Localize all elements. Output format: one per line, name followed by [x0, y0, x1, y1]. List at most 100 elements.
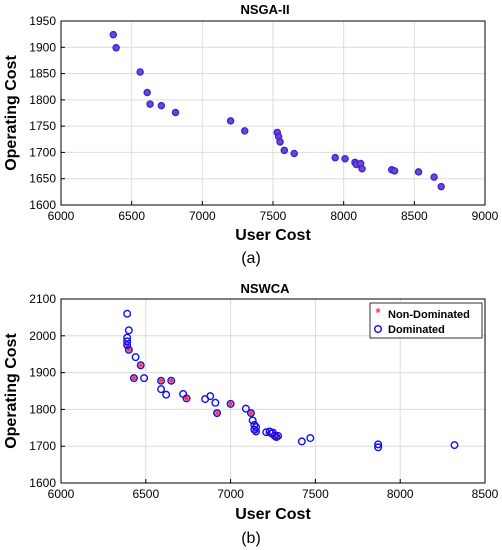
data-point-dominated [450, 441, 459, 450]
chart-b-legend: * Non-Dominated Dominated [369, 302, 483, 339]
data-point [276, 138, 284, 146]
data-point [341, 154, 349, 163]
data-point [143, 88, 151, 97]
x-tick-label: 9000 [472, 209, 499, 223]
chart-a-grid [60, 20, 486, 206]
data-point-dominated [129, 374, 138, 383]
data-point [157, 101, 166, 110]
data-point-dominated [182, 394, 191, 403]
legend-label-dominated: Dominated [388, 324, 445, 336]
legend-box [369, 302, 483, 339]
data-point-dominated [297, 437, 306, 446]
x-tick-label: 7000 [217, 487, 244, 501]
y-tick-label: 1700 [29, 439, 56, 453]
chart-a-title: NSGA-II [240, 2, 289, 17]
x-tick-label: 7500 [260, 209, 287, 223]
chart-a-x-label: User Cost [235, 227, 311, 244]
data-point [112, 44, 120, 52]
data-point-dominated [374, 440, 383, 449]
y-tick-label: 1900 [29, 366, 56, 380]
y-tick-label: 1800 [29, 402, 56, 416]
data-point-non-dominated [214, 410, 220, 416]
x-tick-label: 6000 [48, 487, 75, 501]
x-tick-label: 8000 [387, 487, 414, 501]
data-point-dominated [124, 326, 133, 335]
y-tick-label: 1950 [29, 14, 56, 28]
x-tick-label: 7500 [302, 487, 329, 501]
x-tick-label: 6500 [132, 487, 159, 501]
chart-b-x-label: User Cost [235, 506, 311, 523]
chart-b-y-label: Operating Cost [3, 333, 20, 449]
chart-a-y-label: Operating Cost [3, 55, 20, 171]
data-point-non-dominated [158, 378, 164, 384]
legend-circle-marker [374, 325, 383, 334]
y-tick-label: 2000 [29, 329, 56, 343]
data-point [109, 30, 118, 39]
data-point-dominated [131, 353, 140, 362]
chart-b-plot-frame [60, 298, 486, 484]
data-point-dominated [167, 376, 176, 385]
data-point-dominated [157, 385, 166, 394]
data-point-dominated [136, 361, 145, 370]
data-point [437, 182, 445, 191]
data-point-non-dominated [228, 401, 234, 407]
data-point [414, 168, 423, 176]
chart-nswca: NSWCA 6000 6500 7000 7500 8000 8500 160017001… [3, 281, 499, 547]
chart-nsga-ii: NSGA-II 6000 6500 7000 7500 8000 8500 9000 160… [3, 2, 499, 267]
x-tick-label: 8500 [401, 209, 428, 223]
data-point-dominated [140, 374, 149, 383]
chart-b-x-ticks: 6000 6500 7000 7500 8000 8500 [48, 479, 499, 501]
data-point [430, 173, 438, 181]
legend-asterisk-marker: * [375, 305, 381, 320]
y-tick-label: 1700 [29, 145, 56, 159]
chart-b-y-ticks: 1600 1700 1800 1900 2000 2100 [29, 292, 65, 490]
data-point [358, 164, 366, 173]
data-point-dominated [306, 434, 315, 443]
data-point-dominated [123, 341, 132, 350]
data-point-dominated [157, 376, 166, 385]
data-point-dominated [211, 398, 220, 407]
data-point-dominated [206, 392, 215, 401]
x-tick-label: 7000 [189, 209, 216, 223]
data-point-dominated [265, 427, 274, 436]
data-point [171, 108, 180, 117]
data-point-dominated [226, 399, 235, 408]
data-point-dominated [250, 425, 259, 434]
chart-b-title: NSWCA [240, 281, 290, 296]
y-tick-label: 1600 [29, 198, 56, 212]
data-point-dominated [123, 309, 132, 318]
data-point-dominated [162, 390, 171, 399]
chart-a-y-ticks: 1600 1650 1700 1750 1800 1850 1900 1950 [29, 14, 65, 212]
data-point-dominated [252, 427, 261, 436]
data-point-dominated [124, 345, 133, 354]
data-point-dominated [246, 409, 255, 418]
y-tick-label: 1650 [29, 172, 56, 186]
x-tick-label: 8000 [330, 209, 357, 223]
data-point-dominated [374, 443, 383, 452]
chart-a-x-ticks: 6000 6500 7000 7500 8000 8500 9000 [48, 201, 499, 223]
data-point [146, 100, 154, 108]
data-point-dominated [123, 333, 132, 342]
data-point [290, 149, 298, 158]
x-tick-label: 8500 [472, 487, 499, 501]
data-point-dominated [274, 431, 283, 440]
data-point-non-dominated [248, 410, 254, 416]
x-tick-label: 6000 [48, 209, 75, 223]
data-point-dominated [248, 416, 257, 425]
y-tick-label: 1600 [29, 476, 56, 490]
data-point [136, 68, 144, 76]
chart-a-points [109, 30, 445, 191]
y-tick-label: 1750 [29, 119, 56, 133]
data-point [280, 146, 289, 155]
chart-b-points [123, 309, 459, 452]
y-tick-label: 1800 [29, 93, 56, 107]
data-point-non-dominated [131, 375, 137, 381]
x-tick-label: 6500 [118, 209, 145, 223]
data-point [240, 127, 249, 135]
y-tick-label: 2100 [29, 292, 56, 306]
data-point [226, 117, 235, 125]
data-point-dominated [213, 409, 222, 418]
data-point-dominated [123, 337, 132, 346]
data-point [331, 153, 339, 162]
